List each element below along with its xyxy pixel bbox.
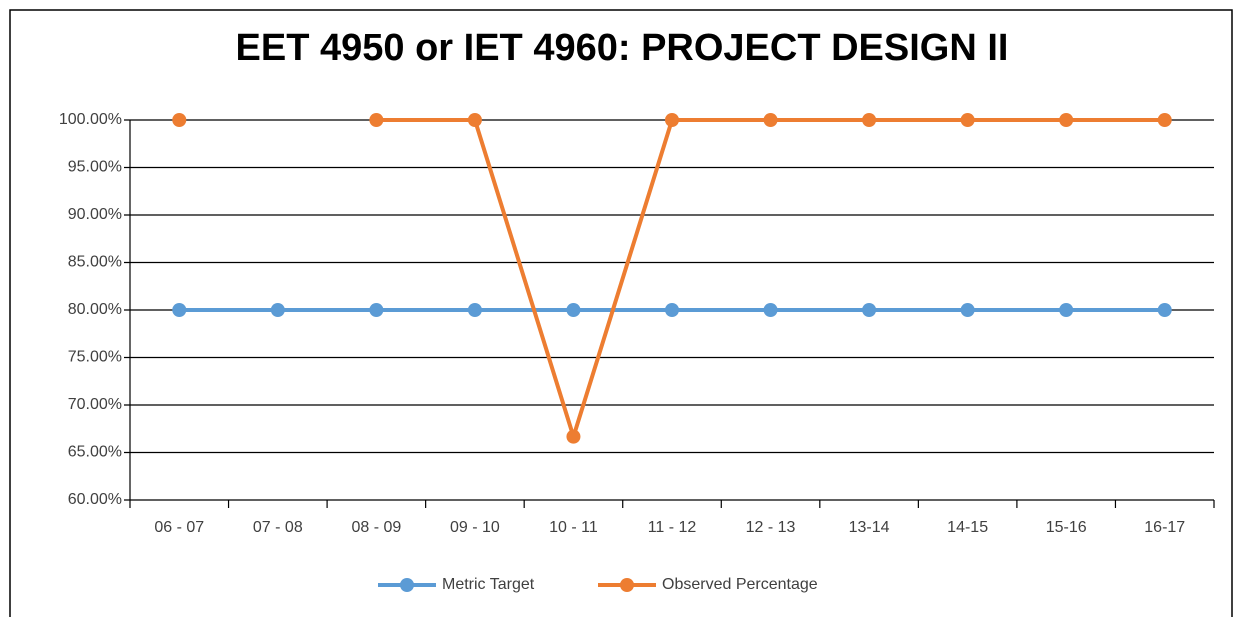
data-point	[665, 303, 679, 317]
data-point	[172, 113, 187, 127]
data-point	[566, 303, 581, 317]
data-point	[1157, 303, 1172, 317]
y-tick-label: 90.00%	[68, 206, 122, 223]
x-tick-label: 12 - 13	[746, 519, 796, 536]
data-point	[665, 113, 679, 127]
x-tick-label: 07 - 08	[253, 519, 303, 536]
data-point	[763, 303, 778, 317]
data-point	[960, 303, 975, 317]
y-tick-label: 70.00%	[68, 396, 122, 413]
x-tick-label: 09 - 10	[450, 519, 500, 536]
legend-marker	[400, 578, 414, 592]
x-tick-label: 08 - 09	[351, 519, 401, 536]
x-tick-label: 11 - 12	[648, 519, 697, 536]
data-point	[369, 303, 384, 317]
y-tick-label: 85.00%	[68, 254, 122, 271]
y-tick-label: 65.00%	[68, 444, 122, 461]
data-point	[172, 303, 187, 317]
data-point	[270, 303, 285, 317]
x-tick-label: 06 - 07	[154, 519, 204, 536]
legend-label: Observed Percentage	[662, 576, 818, 593]
legend-label: Metric Target	[442, 576, 535, 593]
y-tick-label: 60.00%	[68, 491, 122, 508]
data-point	[369, 113, 384, 127]
y-tick-label: 75.00%	[68, 349, 122, 366]
y-tick-label: 100.00%	[59, 111, 122, 128]
x-tick-label: 14-15	[947, 519, 988, 536]
data-point	[1157, 113, 1172, 127]
data-point	[862, 113, 877, 127]
data-point	[467, 303, 482, 317]
x-tick-label: 16-17	[1144, 519, 1185, 536]
data-point	[763, 113, 778, 127]
data-point	[960, 113, 975, 127]
data-point	[1059, 113, 1074, 127]
y-tick-label: 95.00%	[68, 159, 122, 176]
data-point	[467, 113, 482, 127]
chart-frame	[9, 9, 1233, 617]
y-tick-label: 80.00%	[68, 301, 122, 318]
legend-marker	[620, 578, 634, 592]
x-tick-label: 10 - 11	[549, 519, 598, 536]
data-point	[566, 429, 581, 444]
x-tick-label: 13-14	[849, 519, 890, 536]
chart-title: EET 4950 or IET 4960: PROJECT DESIGN II	[236, 27, 1009, 69]
x-tick-label: 15-16	[1046, 519, 1087, 536]
data-point	[862, 303, 877, 317]
data-point	[1059, 303, 1074, 317]
